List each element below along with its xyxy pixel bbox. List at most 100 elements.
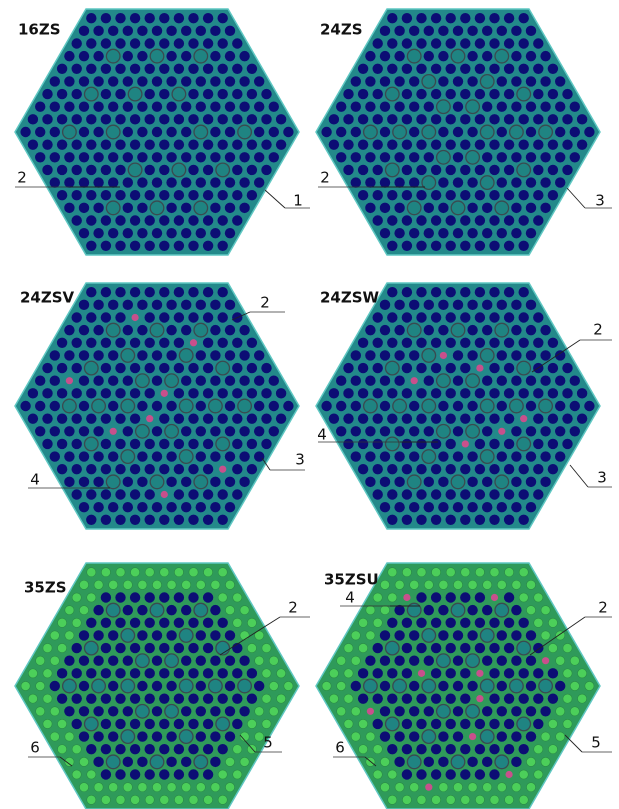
fuel-pin: [423, 426, 434, 437]
fuel-pin: [460, 287, 471, 298]
fuel-pin: [137, 324, 148, 336]
fuel-pin: [122, 227, 133, 239]
fuel-pin: [93, 177, 104, 188]
fuel-pin: [416, 489, 427, 500]
fuel-pin: [268, 426, 279, 437]
fuel-pin: [217, 388, 228, 399]
fuel-pin: [173, 114, 185, 125]
green-pin: [350, 630, 361, 641]
fuel-pin: [93, 25, 104, 37]
absorber-pin: [520, 415, 528, 423]
absorber-pin: [410, 377, 418, 385]
fuel-pin: [86, 215, 97, 226]
fuel-pin: [350, 177, 361, 188]
fuel-pin: [195, 655, 206, 666]
guide-tube: [435, 99, 451, 115]
fuel-pin: [27, 388, 39, 399]
guide-tube: [421, 347, 437, 363]
fuel-pin: [71, 337, 82, 348]
green-pin: [225, 605, 235, 616]
fuel-pin: [547, 413, 559, 424]
absorber-pin: [109, 427, 117, 435]
fuel-pin: [239, 451, 250, 462]
green-pin: [562, 693, 573, 704]
green-pin: [387, 794, 398, 805]
fuel-pin: [430, 287, 442, 298]
fuel-pin: [202, 438, 214, 450]
fuel-pin: [357, 337, 369, 348]
green-pin: [380, 579, 390, 590]
fuel-pin: [210, 227, 221, 239]
fuel-pin: [100, 164, 112, 176]
callout-label: 6: [335, 739, 345, 757]
fuel-pin: [217, 413, 228, 424]
fuel-pin: [78, 400, 90, 412]
fuel-pin: [78, 655, 90, 666]
green-pin: [217, 567, 228, 578]
fuel-pin: [584, 400, 595, 412]
fuel-pin: [482, 655, 493, 666]
fuel-pin: [100, 514, 112, 525]
fuel-pin: [496, 152, 507, 163]
fuel-pin: [188, 592, 199, 603]
fuel-pin: [496, 76, 507, 87]
guide-tube: [384, 86, 400, 102]
fuel-pin: [159, 114, 170, 125]
fuel-pin: [210, 731, 221, 742]
fuel-pin: [409, 350, 420, 361]
fuel-pin: [430, 592, 442, 603]
fuel-pin: [460, 668, 471, 679]
fuel-pin: [137, 476, 148, 488]
fuel-pin: [188, 489, 199, 500]
green-pin: [122, 579, 133, 590]
fuel-pin: [166, 604, 177, 616]
fuel-pin: [474, 617, 486, 628]
green-pin: [79, 782, 89, 793]
fuel-pin: [86, 337, 97, 348]
fuel-pin: [489, 215, 500, 226]
fuel-pin: [496, 101, 507, 112]
green-pin: [49, 655, 60, 666]
fuel-pin: [357, 362, 369, 374]
green-pin: [526, 579, 536, 590]
absorber-pin: [160, 389, 168, 397]
green-pin: [268, 655, 279, 666]
fuel-pin: [416, 362, 427, 374]
fuel-pin: [93, 655, 104, 666]
fuel-pin: [474, 489, 486, 500]
fuel-pin: [239, 350, 250, 361]
fuel-pin: [144, 438, 155, 450]
fuel-pin: [210, 50, 221, 62]
fuel-pin: [430, 362, 442, 374]
fuel-pin: [151, 25, 163, 37]
fuel-pin: [584, 126, 595, 138]
fuel-pin: [232, 489, 243, 500]
fuel-pin: [474, 464, 486, 475]
fuel-pin: [71, 362, 82, 374]
fuel-pin: [474, 388, 486, 399]
fuel-pin: [503, 693, 515, 704]
fuel-pin: [239, 76, 250, 87]
fuel-pin: [217, 63, 228, 74]
fuel-pin: [56, 362, 68, 374]
green-pin: [372, 769, 383, 780]
fuel-pin: [93, 50, 104, 62]
absorber-pin: [65, 377, 73, 385]
fuel-pin: [416, 312, 427, 323]
fuel-pin: [144, 617, 155, 628]
fuel-pin: [482, 756, 493, 768]
guide-tube: [362, 398, 378, 414]
guide-tube: [479, 175, 495, 191]
fuel-pin: [144, 693, 155, 704]
guide-tube: [494, 322, 510, 338]
fuel-pin: [239, 177, 250, 188]
fuel-pin: [115, 413, 126, 424]
guide-tube: [392, 124, 408, 140]
green-pin: [203, 794, 213, 805]
green-pin: [423, 579, 434, 590]
fuel-pin: [159, 337, 170, 348]
fuel-pin: [379, 501, 391, 513]
fuel-pin: [144, 312, 155, 323]
fuel-pin: [401, 718, 413, 730]
guide-tube: [538, 678, 554, 694]
